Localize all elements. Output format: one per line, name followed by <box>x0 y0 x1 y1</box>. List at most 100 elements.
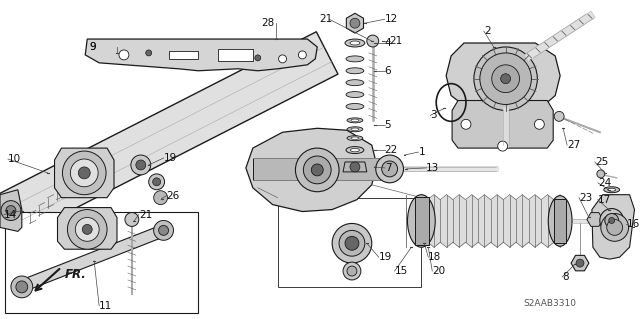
Circle shape <box>6 206 16 216</box>
Text: 13: 13 <box>426 163 440 173</box>
Ellipse shape <box>351 137 359 139</box>
Text: 9: 9 <box>89 42 96 52</box>
Text: 2: 2 <box>484 26 490 36</box>
Polygon shape <box>446 43 560 115</box>
Circle shape <box>311 164 323 176</box>
Ellipse shape <box>346 92 364 98</box>
Ellipse shape <box>548 196 572 246</box>
Ellipse shape <box>608 188 616 191</box>
Polygon shape <box>343 162 367 172</box>
Ellipse shape <box>347 127 363 132</box>
Circle shape <box>480 53 531 105</box>
Text: 1: 1 <box>419 147 425 157</box>
Text: 21: 21 <box>390 36 403 46</box>
Ellipse shape <box>351 128 359 130</box>
Circle shape <box>11 276 33 298</box>
Circle shape <box>381 161 397 177</box>
Ellipse shape <box>351 119 359 122</box>
Circle shape <box>345 236 359 250</box>
Bar <box>278 198 421 287</box>
Ellipse shape <box>346 103 364 109</box>
Text: 21: 21 <box>319 14 333 24</box>
Bar <box>554 199 566 243</box>
Ellipse shape <box>351 148 360 152</box>
Polygon shape <box>18 224 169 293</box>
Text: 14: 14 <box>4 210 17 219</box>
Circle shape <box>609 218 614 223</box>
Circle shape <box>255 55 260 61</box>
Ellipse shape <box>604 187 620 193</box>
Ellipse shape <box>345 39 365 47</box>
Text: 10: 10 <box>8 154 21 164</box>
Text: 6: 6 <box>385 66 391 76</box>
Polygon shape <box>452 100 553 148</box>
Circle shape <box>298 51 307 59</box>
Polygon shape <box>592 195 634 259</box>
Circle shape <box>492 65 520 93</box>
Circle shape <box>159 226 168 235</box>
Circle shape <box>119 50 129 60</box>
Circle shape <box>136 160 146 170</box>
Text: 22: 22 <box>385 145 398 155</box>
Circle shape <box>67 210 107 249</box>
Circle shape <box>597 170 605 178</box>
Text: FR.: FR. <box>65 268 86 280</box>
Circle shape <box>498 141 508 151</box>
Text: 21: 21 <box>139 210 152 219</box>
Circle shape <box>131 155 150 175</box>
Polygon shape <box>58 208 117 249</box>
Text: 27: 27 <box>567 140 580 150</box>
Text: 19: 19 <box>379 252 392 262</box>
Text: 26: 26 <box>166 191 180 201</box>
Circle shape <box>83 225 92 234</box>
Circle shape <box>576 259 584 267</box>
Circle shape <box>534 119 544 129</box>
Bar <box>253 158 381 180</box>
Text: 20: 20 <box>432 266 445 276</box>
Circle shape <box>376 155 403 183</box>
Text: 5: 5 <box>385 120 391 130</box>
Circle shape <box>154 191 168 204</box>
Circle shape <box>347 266 357 276</box>
Circle shape <box>601 213 628 241</box>
Circle shape <box>600 209 623 232</box>
Circle shape <box>343 262 361 280</box>
Circle shape <box>303 156 331 184</box>
Text: 4: 4 <box>385 38 391 48</box>
Circle shape <box>16 281 28 293</box>
Circle shape <box>500 74 511 84</box>
Circle shape <box>153 178 161 186</box>
Text: 16: 16 <box>627 219 640 229</box>
Polygon shape <box>246 128 377 211</box>
Circle shape <box>461 119 471 129</box>
Polygon shape <box>587 212 603 226</box>
Circle shape <box>607 219 623 235</box>
Text: 9: 9 <box>89 42 96 52</box>
Ellipse shape <box>347 118 363 123</box>
Ellipse shape <box>346 68 364 74</box>
Polygon shape <box>85 39 317 71</box>
Text: 7: 7 <box>385 163 391 173</box>
Text: 19: 19 <box>164 153 177 163</box>
Ellipse shape <box>346 80 364 85</box>
Circle shape <box>76 218 99 241</box>
Circle shape <box>605 213 619 227</box>
Circle shape <box>367 35 379 47</box>
Circle shape <box>1 201 21 220</box>
Circle shape <box>350 18 360 28</box>
Text: 8: 8 <box>562 272 569 282</box>
Ellipse shape <box>347 136 363 141</box>
Text: 18: 18 <box>428 252 442 262</box>
Ellipse shape <box>346 56 364 62</box>
Ellipse shape <box>346 147 364 153</box>
Polygon shape <box>571 256 589 271</box>
Text: 17: 17 <box>598 195 611 205</box>
Text: 23: 23 <box>579 193 592 203</box>
Polygon shape <box>54 148 114 198</box>
Circle shape <box>554 111 564 121</box>
Circle shape <box>148 174 164 190</box>
Circle shape <box>296 148 339 192</box>
Circle shape <box>474 47 538 110</box>
Text: 15: 15 <box>395 266 408 276</box>
Circle shape <box>70 159 98 187</box>
